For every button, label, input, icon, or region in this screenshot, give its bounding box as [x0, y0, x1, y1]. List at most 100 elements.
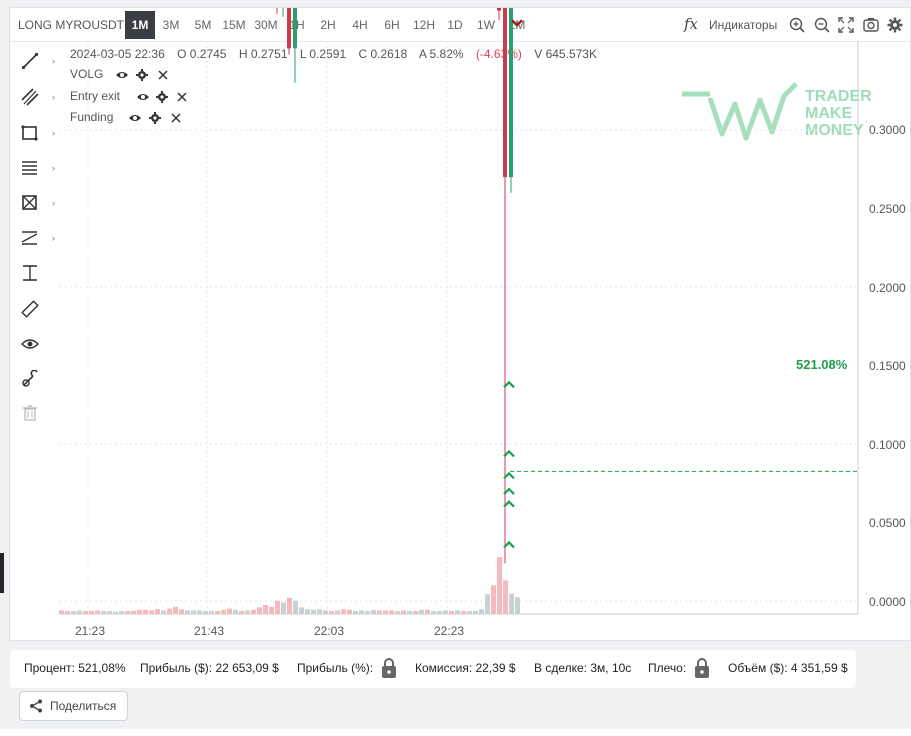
zoom-in-icon[interactable]: [789, 17, 805, 33]
eye-icon[interactable]: [128, 112, 142, 124]
price-range-tool-icon[interactable]: [21, 264, 39, 282]
volume-bar: [101, 611, 106, 614]
volume-bar: [269, 606, 274, 614]
timeframe-5m[interactable]: 5M: [194, 18, 212, 32]
gear-icon[interactable]: [149, 112, 161, 124]
stat-profit-value: 22 653,09 $: [215, 661, 279, 675]
eye-icon[interactable]: [115, 69, 129, 81]
volume-bar: [377, 610, 382, 614]
timeframe-12h[interactable]: 12H: [412, 18, 435, 32]
eye-visibility-icon[interactable]: [21, 335, 39, 353]
close-icon[interactable]: [158, 70, 168, 80]
ohlc-open: O 0.2745: [177, 47, 227, 61]
indicator-entry-exit-label[interactable]: Entry exit: [70, 89, 121, 103]
stat-leverage-label: Плечо:: [648, 661, 687, 675]
chevron-right-icon[interactable]: ›: [52, 198, 55, 208]
close-icon[interactable]: [171, 113, 181, 123]
profit-percent-label: 521.08%: [796, 357, 848, 372]
volume-bar: [461, 611, 466, 614]
trash-icon[interactable]: [21, 404, 39, 422]
volume-bar: [89, 611, 94, 614]
volume-bar: [221, 609, 226, 614]
trend-line-tool-icon[interactable]: [21, 52, 39, 70]
chevron-right-icon[interactable]: ›: [52, 56, 55, 66]
ohlc-low: L 0.2591: [299, 47, 347, 61]
zoom-out-icon[interactable]: [814, 17, 830, 33]
volume-bar: [341, 609, 346, 614]
volume-bar: [137, 609, 142, 614]
volume-bar: [119, 611, 124, 614]
stat-in-trade-value: 3м, 10с: [590, 661, 632, 675]
volume-bar: [203, 611, 208, 614]
indicators-button[interactable]: Индикаторы: [709, 18, 778, 32]
entry-marker: [503, 449, 515, 458]
fullscreen-icon[interactable]: [838, 17, 854, 33]
share-button[interactable]: Поделиться: [19, 691, 128, 721]
lock-icon[interactable]: [694, 657, 710, 679]
symbol-label[interactable]: LONG MYROUSDT: [18, 18, 125, 32]
volume-bar: [497, 557, 502, 614]
volume-bar: [473, 611, 478, 614]
timeframe-1m[interactable]: 1M: [125, 11, 155, 39]
volume-bar: [149, 610, 154, 614]
volume-bar: [293, 600, 298, 614]
volume-bar: [467, 611, 472, 614]
stat-volume-label: Объём ($):: [728, 661, 788, 675]
stat-profit-pct-label: Прибыль (%):: [297, 661, 374, 675]
chevron-right-icon[interactable]: ›: [52, 233, 55, 243]
volume-bar: [371, 609, 376, 614]
y-tick: 0.0000: [869, 595, 906, 609]
settings-gear-icon[interactable]: [887, 17, 903, 33]
volume-bar: [95, 610, 100, 614]
chevron-right-icon[interactable]: ›: [52, 163, 55, 173]
timeframe-1d[interactable]: 1D: [447, 18, 463, 32]
gann-box-tool-icon[interactable]: [21, 194, 39, 212]
stat-in-trade: В сделке: 3м, 10с: [534, 661, 631, 675]
volume-bar: [299, 607, 304, 614]
rectangle-tool-icon[interactable]: [21, 124, 39, 142]
candlestick-chart[interactable]: [10, 8, 910, 640]
screenshot-icon[interactable]: [863, 17, 879, 33]
lock-icon[interactable]: [381, 657, 397, 679]
stat-profit-label: Прибыль ($):: [140, 661, 213, 675]
share-icon: [30, 699, 42, 713]
volume-bar: [449, 611, 454, 614]
timeframe-2h[interactable]: 2H: [320, 18, 336, 32]
volume-bar: [305, 609, 310, 614]
timeframe-30m[interactable]: 30M: [254, 18, 278, 32]
stat-commission: Комиссия: 22,39 $: [415, 661, 516, 675]
volume-bar: [365, 611, 370, 614]
gear-icon[interactable]: [136, 69, 148, 81]
pitchfork-tool-icon[interactable]: [21, 229, 39, 247]
parallel-lines-tool-icon[interactable]: [21, 88, 39, 106]
volume-bar: [287, 597, 292, 614]
volume-bar: [335, 610, 340, 614]
volume-bar: [197, 610, 202, 614]
volume-bar: [215, 611, 220, 614]
close-icon[interactable]: [177, 92, 187, 102]
timeframe-15m[interactable]: 15M: [222, 18, 246, 32]
entry-marker: [503, 471, 515, 480]
volume-bar: [491, 585, 496, 614]
timeframe-1w[interactable]: 1W: [477, 18, 495, 32]
fx-icon[interactable]: fx: [684, 15, 699, 33]
candle-body: [497, 8, 501, 11]
indicator-volg-label[interactable]: VOLG: [70, 67, 104, 81]
timeframe-3m[interactable]: 3M: [162, 18, 180, 32]
ruler-tool-icon[interactable]: [21, 300, 39, 318]
gear-icon[interactable]: [156, 91, 168, 103]
magnet-tool-icon[interactable]: [21, 370, 39, 388]
volume-bar: [455, 610, 460, 614]
fib-levels-tool-icon[interactable]: [21, 159, 39, 177]
entry-marker: [503, 380, 515, 389]
watermark-line-1: TRADER: [805, 88, 872, 105]
volume-bar: [191, 610, 196, 614]
chevron-right-icon[interactable]: ›: [52, 128, 55, 138]
volume-bar: [263, 605, 268, 614]
chevron-right-icon[interactable]: ›: [52, 92, 55, 102]
eye-icon[interactable]: [136, 91, 150, 103]
timeframe-6h[interactable]: 6H: [384, 18, 400, 32]
timeframe-4h[interactable]: 4H: [352, 18, 368, 32]
indicator-funding-label[interactable]: Funding: [70, 110, 114, 124]
stat-in-trade-label: В сделке:: [534, 661, 588, 675]
